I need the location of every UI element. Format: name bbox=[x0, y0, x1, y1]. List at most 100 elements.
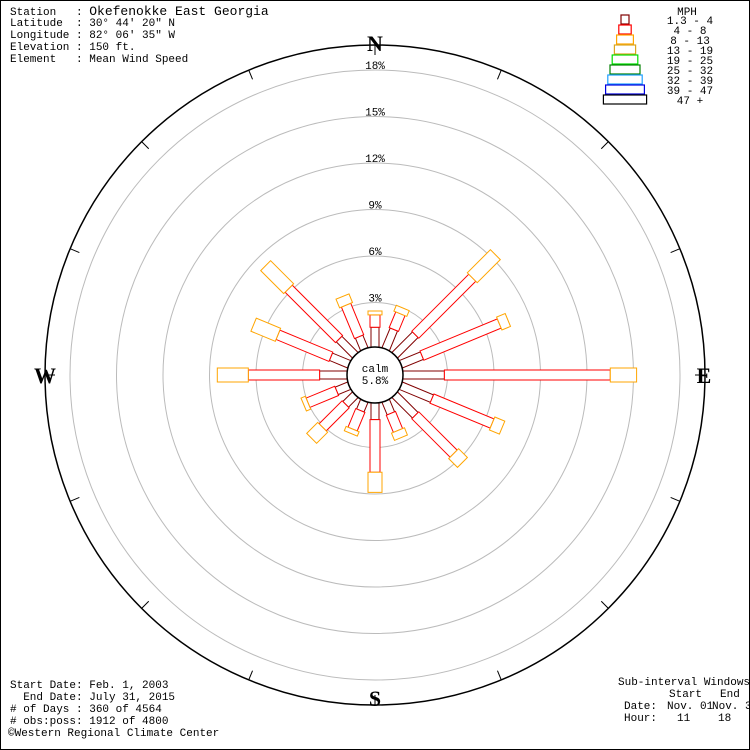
legend-label: 8 - 13 bbox=[670, 36, 710, 48]
tick-mark bbox=[141, 141, 150, 150]
info-label: # obs:poss bbox=[10, 716, 77, 728]
info-value: 360 of 4564 bbox=[89, 704, 162, 716]
info-row: # obs:poss: 1912 of 4800 bbox=[10, 716, 168, 728]
cardinal-N: N bbox=[367, 31, 383, 56]
legend-swatch bbox=[604, 84, 645, 95]
credit-text: Western Regional Climate Center bbox=[14, 728, 220, 740]
petal-S-bin-2 bbox=[367, 471, 383, 493]
info-row: # of Days : 360 of 4564 bbox=[10, 704, 162, 716]
petal-W-bin-1 bbox=[247, 369, 321, 381]
ring-label: 18% bbox=[365, 61, 385, 73]
tick-mark bbox=[496, 69, 502, 80]
petal-SW-bin-2 bbox=[305, 421, 329, 445]
info-value: Mean Wind Speed bbox=[89, 54, 189, 66]
subinterval-hour-end: 18 bbox=[718, 713, 732, 725]
legend-swatch bbox=[620, 14, 630, 25]
petal-SSW-bin-1 bbox=[347, 407, 366, 432]
info-separator: : bbox=[76, 18, 90, 30]
tick-mark bbox=[248, 69, 254, 80]
info-row: End Date: July 31, 2015 bbox=[10, 692, 175, 704]
info-separator: : bbox=[76, 42, 90, 54]
tick-mark bbox=[670, 496, 681, 502]
legend-swatch bbox=[618, 24, 632, 35]
subinterval-col-end: End bbox=[720, 689, 740, 701]
subinterval-title: Sub-interval Windows bbox=[618, 677, 750, 689]
info-label: End Date bbox=[10, 692, 77, 704]
info-label: Latitude bbox=[10, 18, 77, 30]
legend-swatch bbox=[611, 54, 639, 65]
tick-mark bbox=[670, 248, 681, 254]
legend-label: 1.3 - 4 bbox=[667, 16, 714, 28]
petal-E-bin-0 bbox=[402, 370, 445, 380]
petal-WNW-bin-2 bbox=[250, 317, 282, 342]
subinterval-date-end: Nov. 30 bbox=[712, 701, 750, 713]
legend-label: 47 + bbox=[677, 96, 703, 108]
legend-swatch bbox=[607, 74, 643, 85]
info-value: Feb. 1, 2003 bbox=[89, 680, 169, 692]
credit-line: ©Western Regional Climate Center bbox=[8, 728, 219, 740]
info-value: 30° 44' 20" N bbox=[89, 18, 176, 30]
petal-E-bin-2 bbox=[609, 367, 638, 383]
legend-swatch bbox=[613, 44, 637, 55]
tick-mark bbox=[496, 670, 502, 681]
info-label: Longitude bbox=[10, 30, 77, 42]
petal-NW-bin-1 bbox=[284, 284, 344, 344]
petal-NNE-bin-2 bbox=[393, 304, 410, 318]
info-row: Start Date: Feb. 1, 2003 bbox=[10, 680, 168, 692]
info-value: Okefenokke East Georgia bbox=[89, 4, 269, 19]
cardinal-E: E bbox=[697, 363, 712, 388]
legend-swatch bbox=[602, 94, 648, 105]
legend-swatch bbox=[615, 34, 634, 45]
calm-circle bbox=[346, 346, 404, 404]
ring-label: 15% bbox=[365, 108, 385, 120]
petal-WSW-bin-1 bbox=[305, 385, 340, 409]
petal-NNW-bin-1 bbox=[340, 302, 365, 340]
info-row: Latitude : 30° 44' 20" N bbox=[10, 18, 175, 30]
petal-NE-bin-1 bbox=[411, 273, 477, 339]
legend-label: 32 - 39 bbox=[667, 76, 713, 88]
petal-SSE-bin-2 bbox=[390, 427, 409, 442]
petal-SE-bin-2 bbox=[447, 447, 469, 469]
petal-S-bin-1 bbox=[369, 419, 381, 473]
ring-18 bbox=[69, 69, 681, 681]
calm-percent: 5.8% bbox=[362, 376, 389, 388]
legend-title: MPH bbox=[677, 7, 697, 19]
calm-label: calm bbox=[362, 364, 389, 376]
info-separator: : bbox=[76, 30, 90, 42]
petal-E-bin-1 bbox=[443, 369, 611, 381]
petal-ESE-bin-2 bbox=[488, 416, 506, 435]
legend-label: 13 - 19 bbox=[667, 46, 713, 58]
legend-label: 39 - 47 bbox=[667, 86, 713, 98]
subinterval-date-label: Date: bbox=[624, 701, 658, 713]
petal-NNW-bin-2 bbox=[335, 293, 354, 309]
cardinal-W: W bbox=[34, 363, 56, 388]
petal-SW-bin-1 bbox=[318, 400, 350, 432]
info-separator: : bbox=[76, 7, 90, 19]
petal-W-bin-0 bbox=[319, 370, 348, 380]
info-label: Start Date bbox=[10, 680, 77, 692]
petal-NNE-bin-0 bbox=[381, 327, 399, 352]
info-separator: : bbox=[76, 716, 90, 728]
petal-S-bin-0 bbox=[370, 402, 380, 421]
legend-label: 25 - 32 bbox=[667, 66, 713, 78]
petal-ENE-bin-2 bbox=[495, 312, 512, 331]
info-value: 82° 06' 35" W bbox=[89, 30, 176, 42]
legend-swatch bbox=[609, 64, 641, 75]
info-label: Element bbox=[10, 54, 77, 66]
legend-label: 19 - 25 bbox=[667, 56, 713, 68]
info-row: Elevation : 150 ft. bbox=[10, 42, 135, 54]
petal-NW-bin-2 bbox=[259, 259, 295, 295]
subinterval-hour-label: Hour: bbox=[624, 713, 658, 725]
tick-mark bbox=[600, 600, 609, 609]
info-separator: : bbox=[76, 54, 90, 66]
tick-mark bbox=[600, 141, 609, 150]
subinterval-col-start: Start bbox=[669, 689, 703, 701]
petal-WSW-bin-2 bbox=[300, 395, 312, 412]
ring-label: 6% bbox=[368, 247, 382, 259]
info-separator: : bbox=[76, 704, 90, 716]
legend-label: 4 - 8 bbox=[673, 26, 706, 38]
ring-label: 9% bbox=[368, 201, 382, 213]
subinterval-date-start: Nov. 01 bbox=[667, 701, 714, 713]
petal-ESE-bin-1 bbox=[429, 393, 495, 429]
